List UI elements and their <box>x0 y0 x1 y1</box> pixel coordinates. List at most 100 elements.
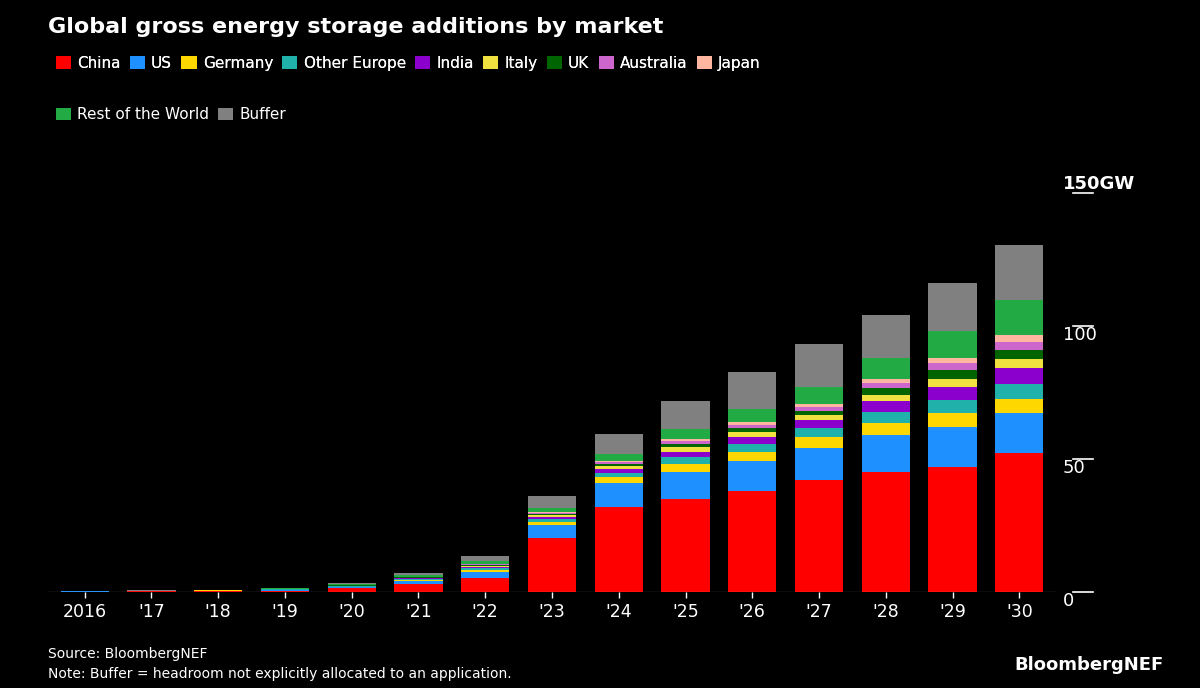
Bar <box>461 556 509 561</box>
Text: 100: 100 <box>1063 325 1097 343</box>
Bar <box>595 460 643 462</box>
Bar <box>595 454 643 460</box>
Bar <box>661 499 709 592</box>
Bar <box>395 575 443 577</box>
Bar <box>929 363 977 369</box>
Bar <box>728 432 776 438</box>
Legend: Rest of the World, Buffer: Rest of the World, Buffer <box>55 107 287 122</box>
Bar <box>395 580 443 581</box>
Bar <box>794 407 844 411</box>
Bar <box>929 369 977 379</box>
Bar <box>995 350 1043 359</box>
Bar <box>728 372 776 409</box>
Bar <box>862 379 910 383</box>
Bar <box>728 491 776 592</box>
Bar <box>595 434 643 454</box>
Bar <box>661 439 709 441</box>
Bar <box>595 466 643 469</box>
Bar <box>595 482 643 506</box>
Bar <box>728 425 776 428</box>
Bar <box>995 244 1043 301</box>
Bar <box>929 331 977 358</box>
Bar <box>995 335 1043 342</box>
Text: Source: BloombergNEF: Source: BloombergNEF <box>48 647 208 660</box>
Bar <box>794 480 844 592</box>
Bar <box>794 428 844 438</box>
Bar <box>528 517 576 519</box>
Bar <box>328 587 376 588</box>
Bar <box>995 342 1043 350</box>
Bar <box>595 477 643 482</box>
Bar <box>528 514 576 515</box>
Bar <box>794 415 844 420</box>
Text: Global gross energy storage additions by market: Global gross energy storage additions by… <box>48 17 664 37</box>
Bar <box>728 409 776 422</box>
Bar <box>528 522 576 525</box>
Bar <box>995 453 1043 592</box>
Bar <box>595 462 643 464</box>
Bar <box>528 508 576 512</box>
Bar <box>328 583 376 584</box>
Bar <box>595 506 643 592</box>
Bar <box>661 441 709 444</box>
Bar <box>794 420 844 428</box>
Bar <box>929 413 977 427</box>
Bar <box>395 579 443 580</box>
Bar <box>661 447 709 452</box>
Bar <box>528 513 576 514</box>
Text: 150GW: 150GW <box>1063 175 1135 193</box>
Bar <box>728 428 776 432</box>
Bar <box>929 358 977 363</box>
Bar <box>862 412 910 422</box>
Bar <box>929 283 977 331</box>
Bar <box>862 383 910 388</box>
Bar <box>794 411 844 415</box>
Bar <box>929 466 977 592</box>
Bar <box>528 512 576 513</box>
Bar <box>528 496 576 508</box>
Bar <box>661 444 709 447</box>
Bar <box>461 561 509 563</box>
Bar <box>328 588 376 592</box>
Bar <box>395 581 443 583</box>
Bar <box>260 590 310 592</box>
Bar <box>661 429 709 439</box>
Bar <box>395 583 443 592</box>
Bar <box>929 427 977 466</box>
Bar <box>461 567 509 568</box>
Bar <box>395 573 443 575</box>
Bar <box>794 387 844 404</box>
Bar <box>461 572 509 579</box>
Text: BloombergNEF: BloombergNEF <box>1015 656 1164 674</box>
Bar <box>794 448 844 480</box>
Bar <box>328 584 376 585</box>
Bar <box>461 564 509 565</box>
Bar <box>929 379 977 387</box>
Bar <box>995 301 1043 335</box>
Bar <box>862 358 910 379</box>
Bar <box>661 452 709 458</box>
Bar <box>794 404 844 407</box>
Bar <box>995 384 1043 399</box>
Bar <box>528 515 576 517</box>
Bar <box>728 462 776 491</box>
Bar <box>995 399 1043 413</box>
Bar <box>929 400 977 413</box>
Bar <box>528 525 576 539</box>
Bar <box>995 359 1043 368</box>
Bar <box>794 344 844 387</box>
Legend: China, US, Germany, Other Europe, India, Italy, UK, Australia, Japan: China, US, Germany, Other Europe, India,… <box>55 56 761 71</box>
Bar <box>862 472 910 592</box>
Bar <box>461 568 509 570</box>
Bar <box>862 402 910 412</box>
Bar <box>728 438 776 444</box>
Bar <box>461 579 509 592</box>
Bar <box>461 565 509 566</box>
Bar <box>862 395 910 402</box>
Bar <box>461 566 509 567</box>
Text: 50: 50 <box>1063 459 1086 477</box>
Bar <box>595 469 643 473</box>
Bar <box>862 388 910 395</box>
Bar <box>528 539 576 592</box>
Bar <box>862 435 910 472</box>
